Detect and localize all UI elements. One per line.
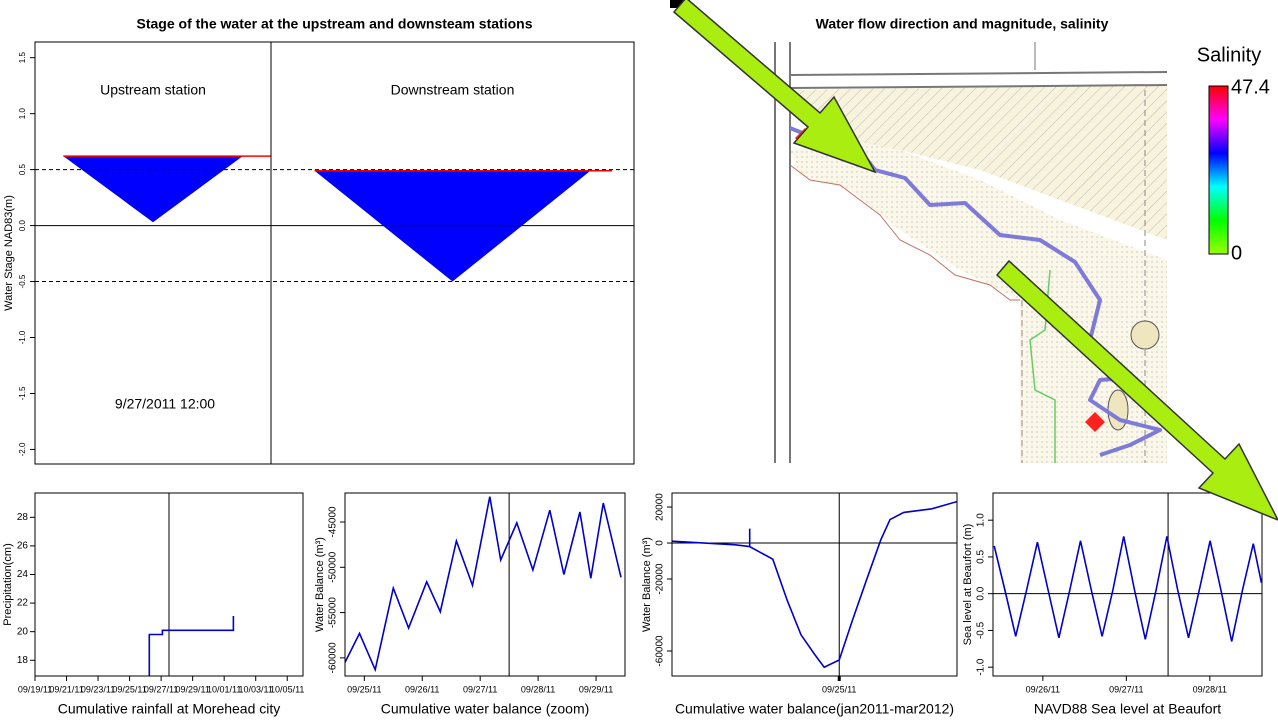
x-tick-label: 09/21/11	[49, 684, 83, 694]
y-axis-label: Sea level at Beaufort (m)	[962, 524, 974, 646]
y-tick-label: -45000	[328, 506, 339, 538]
x-tick-label: 09/27/11	[144, 684, 178, 694]
y-tick-label: 0	[655, 540, 666, 546]
x-axis-label: Cumulative rainfall at Morehead city	[58, 701, 281, 717]
y-tick-label: -0.5	[976, 621, 987, 639]
x-tick-label: 09/27/11	[1109, 684, 1143, 694]
x-axis-label: NAVD88 Sea level at Beaufort	[1034, 701, 1221, 717]
y-tick-label: -20000	[655, 563, 666, 595]
x-tick-label: 09/29/11	[175, 684, 209, 694]
y-tick-label: 0.5	[18, 163, 27, 175]
chart-title: Water flow direction and magnitude, sali…	[816, 16, 1109, 32]
plot-frame	[34, 41, 635, 465]
flow-arrows	[670, 0, 1278, 521]
plots: Stage of the water at the upstream and d…	[2, 16, 1270, 717]
x-tick-label: 10/01/11	[207, 684, 241, 694]
colorbar-min: 0	[1231, 242, 1242, 264]
road-line	[789, 71, 1168, 76]
plot-frame	[671, 492, 958, 677]
x-tick-label: 09/19/11	[18, 684, 52, 694]
data-line	[148, 616, 235, 676]
timestamp: 9/27/2011 12:00	[115, 396, 215, 412]
y-tick-label: -1.0	[18, 330, 27, 344]
stage-triangle	[63, 156, 243, 223]
y-tick-label: 22	[17, 598, 29, 609]
x-axis-label: Cumulative water balance (zoom)	[381, 701, 590, 717]
colorbar-title: Salinity	[1197, 44, 1261, 66]
y-tick-label: -50000	[328, 551, 339, 583]
x-tick-label: 09/29/11	[579, 684, 613, 694]
x-tick-label: 09/25/11	[347, 684, 381, 694]
data-line	[672, 500, 957, 669]
y-tick-label: 20	[17, 626, 29, 637]
map	[757, 42, 1168, 463]
y-tick-label: 28	[17, 512, 29, 523]
x-tick-label: 10/03/11	[239, 684, 273, 694]
chart-title: Stage of the water at the upstream and d…	[137, 16, 533, 32]
y-axis-label: Water Balance (m³)	[641, 537, 653, 632]
x-tick-label: 09/25/11	[112, 684, 146, 694]
y-tick-label: 1.0	[18, 108, 27, 120]
pond	[1107, 389, 1129, 431]
stage-triangle	[314, 170, 591, 282]
y-tick-label: 1.5	[18, 52, 27, 64]
y-tick-label: -1.5	[18, 386, 27, 400]
y-tick-label: 20000	[655, 493, 666, 521]
pond	[1130, 320, 1160, 350]
y-tick-label: -2.0	[18, 442, 27, 456]
y-tick-label: -0.5	[18, 274, 27, 288]
station-label: Upstream station	[100, 82, 206, 98]
y-tick-label: 18	[17, 655, 29, 666]
colorbar	[1208, 85, 1229, 255]
y-axis-label: Water Balance (m³)	[314, 537, 326, 632]
y-axis-label: Precipitation(cm)	[2, 543, 14, 626]
boundary-line	[789, 164, 1020, 301]
y-tick-label: -1.0	[976, 658, 987, 676]
river	[789, 126, 1162, 457]
y-axis-label: Water Stage NAD83(m)	[3, 195, 15, 311]
x-tick-label: 09/23/11	[81, 684, 115, 694]
y-tick-label: 0.0	[976, 586, 987, 600]
data-line	[345, 496, 622, 673]
x-tick-label: 10/05/11	[270, 684, 304, 694]
y-tick-label: 1.0	[976, 513, 987, 527]
hatched-area	[790, 85, 1167, 240]
y-tick-label: 24	[17, 569, 29, 580]
station-marker	[1085, 412, 1105, 432]
flow-arrow	[995, 259, 1278, 521]
plot-frame	[34, 492, 304, 677]
marsh-area	[790, 140, 1167, 463]
y-tick-label: -60000	[328, 642, 339, 674]
x-tick-label: 09/25/11	[822, 684, 856, 694]
road-line	[789, 84, 1168, 89]
plot-frame	[344, 492, 626, 677]
plot-frame	[992, 492, 1263, 677]
colorbar-max: 47.4	[1231, 76, 1270, 98]
station-label: Downstream station	[391, 82, 515, 98]
x-axis-label: Cumulative water balance(jan2011-mar2012…	[675, 701, 954, 717]
flow-arrow	[672, 0, 877, 174]
x-tick-label: 09/28/11	[521, 684, 555, 694]
x-tick-label: 09/26/11	[405, 684, 439, 694]
y-tick-label: 0.0	[18, 219, 27, 231]
x-tick-label: 09/28/11	[1193, 684, 1227, 694]
y-tick-label: 0.5	[976, 550, 987, 564]
y-tick-label: -55000	[328, 597, 339, 629]
x-tick-label: 09/26/11	[1026, 684, 1060, 694]
y-tick-label: 26	[17, 541, 29, 552]
data-line	[993, 536, 1262, 642]
x-tick-label: 09/27/11	[463, 684, 497, 694]
y-tick-label: -60000	[655, 635, 666, 667]
